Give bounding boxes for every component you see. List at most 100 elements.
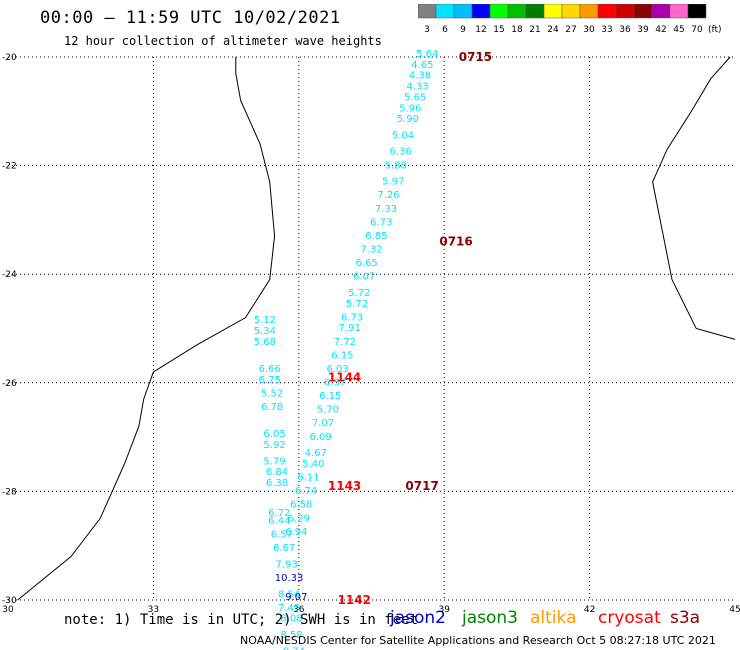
wave-height-s3a: 7.91: [339, 323, 361, 334]
wave-height-s3a: 7.72: [334, 337, 356, 348]
legend-label-9: 9: [460, 25, 466, 35]
legend-label-21: 21: [529, 25, 540, 35]
satellite-s3a: s3a: [670, 608, 701, 628]
legend-label-12: 12: [475, 25, 486, 35]
wave-height-cryosat: 6.72: [268, 508, 290, 519]
legend-swatch-18: [507, 4, 527, 19]
time-label-0716: 0716: [439, 235, 472, 249]
legend-swatch-45: [669, 4, 689, 19]
wave-height-s3a: 6.73: [341, 312, 363, 323]
legend-label-30: 30: [583, 25, 595, 35]
satellite-jason3: jason3: [462, 608, 518, 628]
map-subtitle: 12 hour collection of altimeter wave hei…: [64, 34, 382, 48]
wave-height-s3a: 6.15: [319, 391, 341, 402]
credit-line: NOAA/NESDIS Center for Satellite Applica…: [240, 634, 716, 647]
time-label-1142: 1142: [338, 593, 371, 607]
wave-height-cryosat: 5.92: [263, 440, 285, 451]
time-label-0717: 0717: [405, 479, 438, 493]
legend-unit: (ft): [708, 25, 722, 35]
wave-height-s3a: 7.33: [375, 204, 397, 215]
wave-height-jason2: 10.33: [275, 573, 304, 584]
map-title: 00:00 – 11:59 UTC 10/02/2021: [40, 8, 341, 28]
wave-height-s3a: 4.67: [305, 448, 327, 459]
wave-height-s3a: 6.74: [295, 486, 317, 497]
mozambique-coastline: [17, 57, 276, 601]
y-tick-label--26: -26: [2, 379, 17, 389]
wave-height-jason2: 9.07: [285, 592, 307, 603]
y-tick-label--20: -20: [2, 53, 17, 63]
wave-height-cryosat: 6.44: [268, 516, 290, 527]
legend-label-6: 6: [442, 25, 448, 35]
wave-height-s3a: 4.33: [406, 82, 428, 93]
legend-swatch-6: [435, 4, 455, 19]
legend-swatch-15: [489, 4, 509, 19]
legend-swatch-21: [525, 4, 545, 19]
wave-height-s3a: 6.37: [324, 378, 346, 389]
wave-height-cryosat: 5.79: [263, 456, 285, 467]
wave-height-cryosat: 6.84: [266, 467, 288, 478]
legend-label-24: 24: [547, 25, 559, 35]
time-label-1143: 1143: [328, 479, 361, 493]
footer-note: note: 1) Time is in UTC; 2) SWH is in fe…: [64, 612, 419, 628]
wave-height-s3a: 6.36: [389, 147, 411, 158]
wave-height-s3a: 6.07: [353, 272, 375, 283]
madagascar-coastline: [652, 56, 736, 340]
wave-height-s3a: 7.07: [312, 418, 334, 429]
legend-swatch-9: [453, 4, 473, 19]
legend-label-36: 36: [619, 25, 631, 35]
legend-label-70: 70: [691, 25, 703, 35]
satellite-jason2: jason2: [390, 608, 446, 628]
wave-height-s3a: 5.72: [348, 288, 370, 299]
legend-label-27: 27: [565, 25, 576, 35]
x-tick-label-30: 30: [2, 605, 14, 615]
wave-height-s3a: 7.32: [360, 244, 382, 255]
time-label-1144: 1144: [328, 370, 361, 384]
wave-height-s3a: 5.72: [346, 299, 368, 310]
wave-height-cryosat: 6.78: [261, 402, 283, 413]
wave-height-s3a: 6.11: [297, 473, 319, 484]
legend-swatch-30: [579, 4, 599, 19]
wave-height-s3a: 5.90: [397, 114, 419, 125]
wave-height-cryosat: 6.38: [266, 478, 288, 489]
wave-height-s3a: 6.65: [356, 258, 378, 269]
wave-height-cryosat: 7.93: [276, 559, 298, 570]
legend-label-33: 33: [601, 25, 612, 35]
wave-height-s3a: 6.03: [326, 364, 348, 375]
wave-height-cryosat: 5.12: [254, 315, 276, 326]
y-tick-label--24: -24: [2, 270, 17, 280]
wave-height-cryosat: 5.34: [254, 326, 276, 337]
wave-height-cryosat: 6.75: [259, 375, 281, 386]
wave-height-s3a: 5.04: [392, 130, 414, 141]
wave-height-s3a: 5.96: [399, 103, 421, 114]
wave-height-s3a: 6.58: [290, 500, 312, 511]
wave-height-s3a: 5.70: [317, 405, 339, 416]
color-legend: 3 6 9 12 15 18 21 24 27 30 33 36 39 42 45 70 (ft): [418, 4, 722, 35]
wave-height-s3a: 5.64: [416, 49, 438, 60]
wave-height-cryosat: 8.54: [278, 589, 300, 600]
legend-swatch-24: [543, 4, 563, 19]
y-tick-label--30: -30: [2, 596, 17, 606]
y-tick-label--28: -28: [2, 487, 17, 497]
legend-label-3: 3: [424, 25, 430, 35]
wave-height-cryosat: 5.52: [261, 388, 283, 399]
wave-height-s3a: 5.40: [302, 459, 324, 470]
wave-height-cryosat: 6.67: [273, 543, 295, 554]
x-tick-label-42: 42: [584, 605, 595, 615]
wave-height-cryosat: 6.05: [263, 429, 285, 440]
x-tick-label-45: 45: [729, 605, 740, 615]
wave-height-s3a: 6.09: [309, 432, 331, 443]
wave-height-s3a: 6.29: [288, 513, 310, 524]
legend-swatch-36: [615, 4, 635, 19]
wave-height-cryosat: 5.68: [254, 337, 276, 348]
wave-height-s3a: 6.73: [370, 217, 392, 228]
wave-height-s3a: 5.65: [404, 92, 426, 103]
wave-height-s3a: 7.26: [377, 190, 399, 201]
legend-swatch-12: [471, 4, 491, 19]
wave-height-s3a: 5.88: [385, 160, 407, 171]
wave-height-s3a: 4.38: [409, 71, 431, 82]
legend-swatch-3: [418, 4, 437, 19]
satellite-cryosat: cryosat: [598, 608, 661, 628]
legend-label-18: 18: [511, 25, 523, 35]
legend-label-42: 42: [655, 25, 666, 35]
